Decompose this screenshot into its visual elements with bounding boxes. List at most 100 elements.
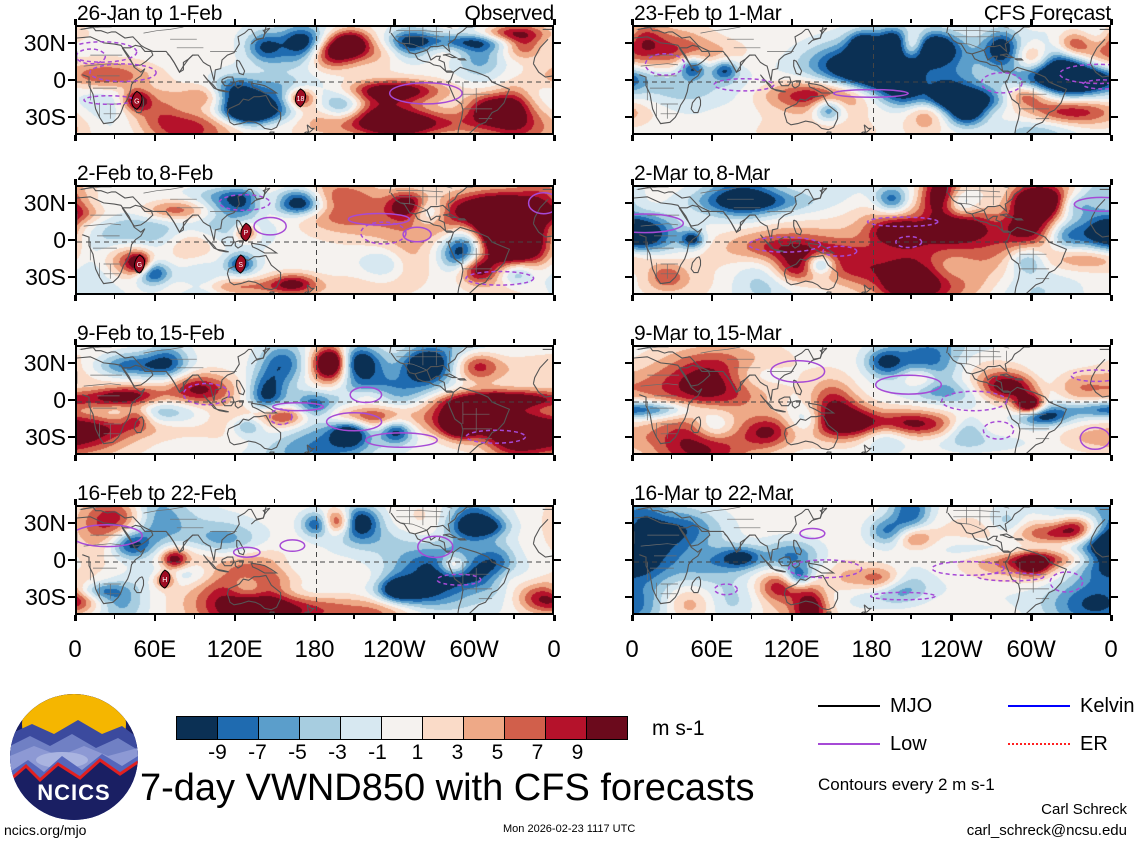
legend-label: MJO [890, 695, 933, 717]
x-axis-tick [74, 135, 77, 141]
x-axis-tick [670, 19, 673, 23]
main-title: 7-day VWND850 with CFS forecasts [140, 767, 755, 809]
map-overlay: P G S [77, 187, 552, 293]
x-axis-tick [273, 499, 276, 503]
x-axis-tick [553, 615, 556, 621]
low-frequency-contour [748, 236, 822, 253]
x-axis-tick [710, 295, 714, 301]
country-border [143, 187, 184, 194]
coastline [783, 414, 839, 451]
x-axis-label: 180 [851, 636, 892, 663]
country-border [400, 202, 428, 211]
column-header: Observed [464, 2, 555, 25]
coastline [778, 396, 792, 407]
y-axis-tick [554, 399, 561, 401]
storm-symbol [131, 90, 143, 110]
y-axis-tick [68, 115, 75, 118]
x-axis-label: 0 [625, 636, 639, 663]
y-axis-tick [554, 202, 561, 205]
x-axis-tick [990, 179, 992, 183]
column-header: CFS Forecast [983, 2, 1111, 25]
x-axis-tick [790, 499, 794, 505]
y-axis-label: 30S [25, 263, 66, 290]
x-axis-tick [750, 295, 753, 299]
site-url: ncics.org/mjo [4, 822, 87, 838]
map-panel [632, 505, 1111, 615]
country-border [1003, 507, 1010, 509]
storm-marker: 18 [294, 88, 307, 108]
x-axis-tick [193, 615, 196, 619]
x-axis-tick [750, 615, 753, 619]
x-axis-tick [870, 135, 873, 141]
x-axis-tick [353, 135, 355, 139]
x-axis-tick [870, 615, 873, 621]
x-axis-tick [273, 615, 276, 619]
x-axis-tick [433, 179, 435, 183]
x-axis-tick [870, 339, 873, 345]
x-axis-tick [830, 295, 833, 299]
coastline [426, 187, 474, 213]
coastline [269, 611, 275, 613]
low-frequency-contour [465, 270, 535, 286]
x-axis-tick [950, 135, 953, 141]
ncics-logo: NCICS [10, 694, 138, 820]
x-axis-tick [990, 135, 992, 139]
coastline [447, 66, 511, 133]
x-axis-tick [710, 19, 714, 25]
x-axis-tick [1030, 615, 1033, 621]
y-axis-tick [625, 595, 632, 598]
x-axis-tick [153, 615, 157, 621]
country-border [700, 507, 741, 514]
x-axis-label: 0 [547, 636, 561, 663]
coastline [442, 213, 459, 219]
x-axis-tick [553, 19, 556, 25]
low-frequency-contour [822, 245, 858, 257]
low-frequency-contour [272, 402, 325, 412]
coastline [999, 213, 1016, 219]
x-axis-tick [990, 499, 992, 503]
x-axis-tick [710, 135, 714, 141]
timestamp: Mon 2026-02-23 1117 UTC [503, 823, 636, 835]
x-axis-label: 120E [763, 636, 820, 663]
x-axis-tick [1110, 135, 1113, 141]
x-axis-tick [631, 455, 634, 461]
x-axis-tick [353, 179, 355, 183]
x-axis-tick [1070, 135, 1072, 139]
coastline [999, 373, 1016, 379]
x-axis-tick [353, 615, 355, 619]
coastline [637, 187, 824, 241]
country-border [640, 383, 678, 387]
coastline [389, 347, 392, 354]
coastline [807, 187, 828, 205]
coastline [202, 394, 218, 410]
panel-title: 26-Jan to 1-Feb [77, 2, 223, 25]
colorbar-tick-label: -5 [288, 741, 307, 764]
country-border [400, 522, 428, 531]
coastline [807, 402, 836, 414]
colorbar-tick-label: 9 [571, 741, 584, 764]
coastline [447, 386, 511, 453]
coastline [678, 44, 711, 67]
y-axis-tick [554, 362, 561, 365]
x-axis-tick [153, 179, 157, 185]
map-overlay: H [77, 507, 552, 613]
x-axis-tick [1110, 455, 1113, 461]
x-axis-tick [473, 295, 476, 301]
x-axis-label: 0 [68, 636, 82, 663]
colorbar-swatch [217, 717, 258, 739]
coastline [637, 507, 824, 561]
storm-symbol [133, 254, 146, 274]
x-axis-tick [553, 179, 556, 185]
y-axis-tick [1111, 115, 1118, 118]
coastline [634, 36, 703, 125]
country-border [700, 347, 741, 354]
x-axis-tick [1110, 499, 1113, 505]
country-border [446, 187, 453, 189]
x-axis-tick [393, 339, 396, 345]
y-axis-tick [554, 42, 561, 45]
low-frequency-contour [931, 560, 1005, 577]
x-axis-tick [870, 179, 873, 185]
coastline [532, 38, 549, 64]
coastline [167, 213, 196, 233]
x-axis-tick [710, 615, 714, 621]
